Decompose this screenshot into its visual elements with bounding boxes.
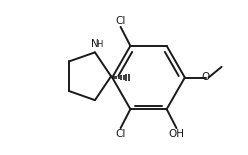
Text: O: O — [202, 73, 210, 82]
Text: N: N — [91, 39, 99, 49]
Text: OH: OH — [168, 129, 185, 139]
Text: H: H — [96, 40, 103, 49]
Text: Cl: Cl — [115, 129, 126, 139]
Text: Cl: Cl — [115, 16, 126, 26]
